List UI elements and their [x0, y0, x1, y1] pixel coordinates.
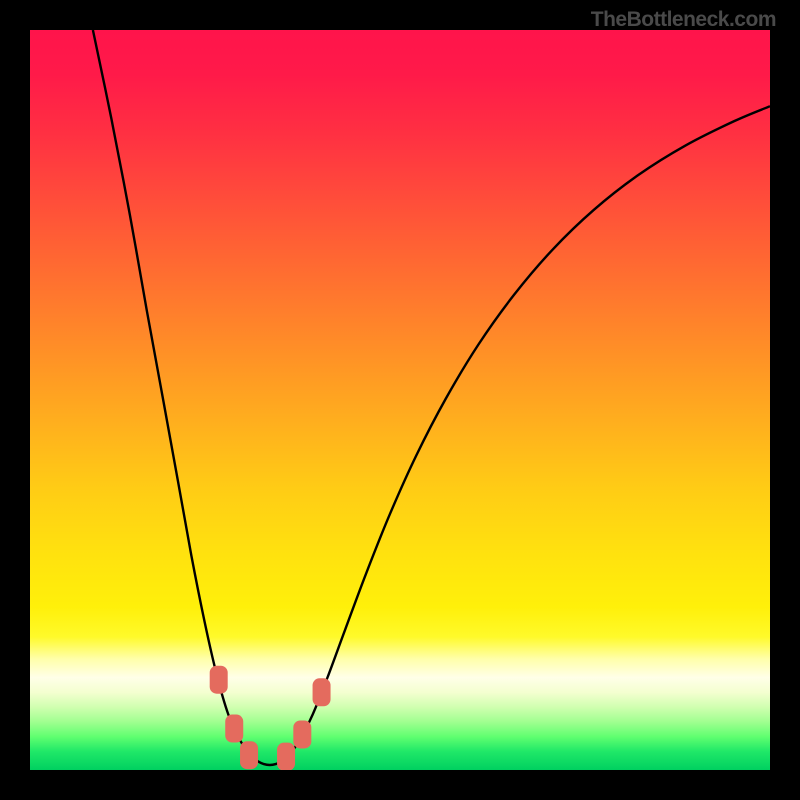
curve-marker — [293, 720, 311, 748]
curve-overlay — [30, 30, 770, 770]
curve-marker — [277, 743, 295, 770]
curve-marker — [240, 741, 258, 769]
curve-marker — [313, 678, 331, 706]
bottleneck-curve — [93, 30, 770, 765]
chart-plot-area — [30, 30, 770, 770]
chart-container: TheBottleneck.com — [0, 0, 800, 800]
curve-marker — [210, 666, 228, 694]
curve-marker — [225, 715, 243, 743]
watermark-text: TheBottleneck.com — [591, 8, 776, 32]
